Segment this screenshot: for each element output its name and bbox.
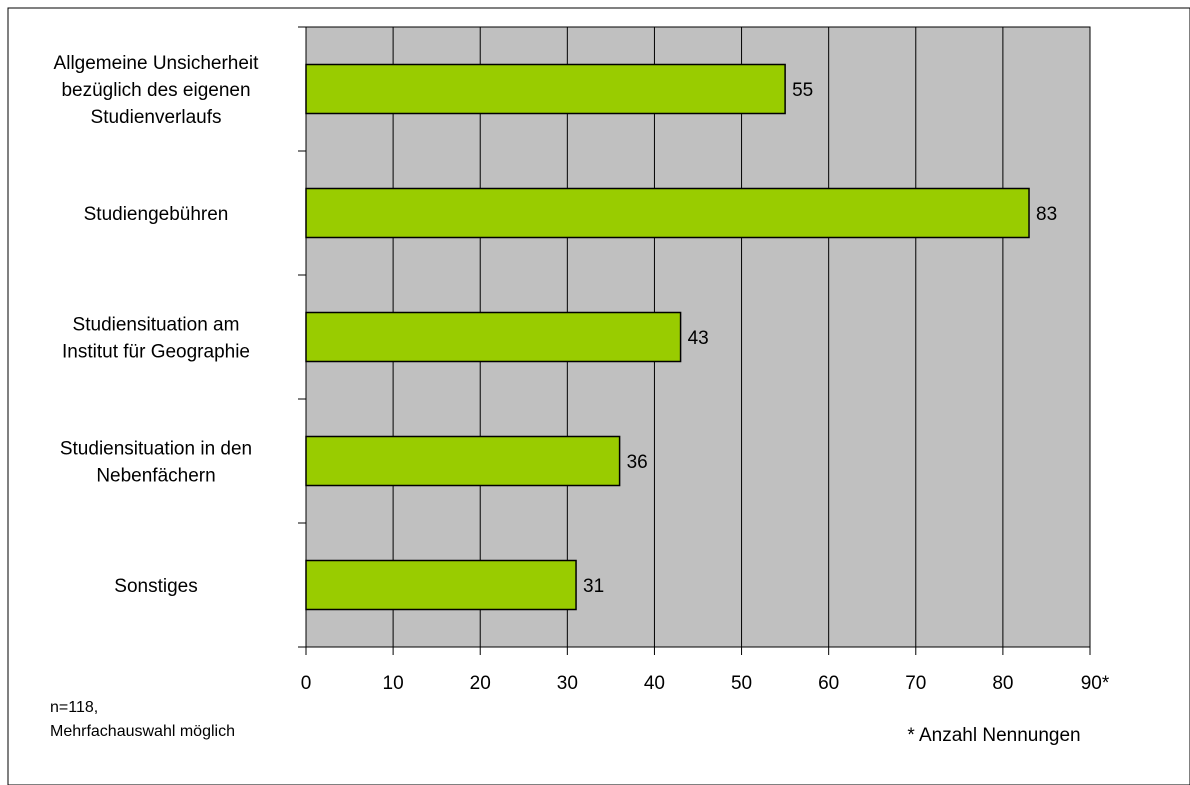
bars (305, 63, 1030, 611)
bar (305, 311, 682, 363)
x-tick-label: 30 (557, 673, 578, 694)
category-label-line: Studiengebühren (84, 204, 229, 225)
category-labels: Allgemeine Unsicherheit bezüglich des eig… (54, 53, 260, 597)
bar (305, 63, 786, 115)
x-tick-label: 10 (383, 673, 404, 694)
bar (305, 187, 1030, 239)
category-label-line: bezüglich des eigenen (61, 80, 250, 101)
footnote-line-2: Mehrfachauswahl möglich (50, 723, 235, 740)
category-label-line: Studiensituation am (73, 315, 240, 336)
category-label-line: Studienverlaufs (91, 107, 222, 128)
x-tick-label: 50 (731, 673, 752, 694)
unit-note: * Anzahl Nennungen (907, 725, 1080, 746)
category-label: Allgemeine Unsicherheit bezüglich des eig… (54, 53, 260, 128)
category-label-line: Institut für Geographie (62, 342, 250, 363)
x-tick-label: 20 (470, 673, 491, 694)
bar (305, 559, 577, 611)
value-label: 55 (792, 80, 813, 101)
category-label-line: Sonstiges (114, 576, 197, 597)
x-tick-label: 60 (818, 673, 839, 694)
value-label: 36 (627, 452, 648, 473)
footnote-line-1: n=118, (50, 699, 98, 716)
x-tick-label: 0 (301, 673, 312, 694)
category-label: Studiensituation am Institut für Geograph… (62, 315, 250, 363)
category-label-line: Nebenfächern (96, 466, 215, 487)
x-tick-label: 40 (644, 673, 665, 694)
x-tick-label: 90* (1081, 673, 1110, 694)
axes (298, 26, 1091, 655)
gridlines (392, 27, 1091, 647)
value-label: 43 (688, 328, 709, 349)
category-label: Studiengebühren (84, 204, 229, 225)
x-tick-label: 70 (905, 673, 926, 694)
category-label: Studiensituation in den Nebenfächern (60, 439, 252, 487)
x-tick-labels: 0 10 20 30 40 50 60 70 80 90* (301, 673, 1110, 694)
x-tick-label: 80 (992, 673, 1013, 694)
category-label: Sonstiges (114, 576, 197, 597)
bar (305, 435, 621, 487)
category-label-line: Allgemeine Unsicherheit (54, 53, 260, 74)
value-label: 31 (583, 576, 604, 597)
category-label-line: Studiensituation in den (60, 439, 252, 460)
value-label: 83 (1036, 204, 1057, 225)
value-labels: 55 83 43 36 31 (583, 80, 1057, 597)
